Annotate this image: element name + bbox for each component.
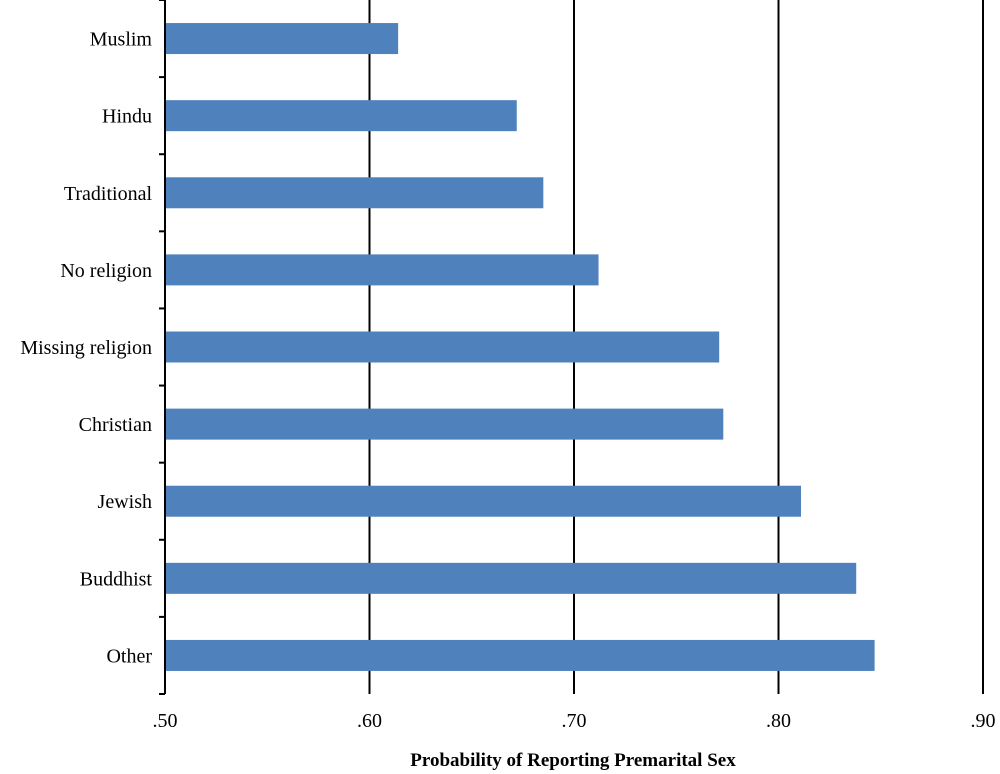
bar-no-religion [165, 254, 599, 286]
category-label-hindu: Hindu [102, 106, 152, 128]
bar-other [165, 639, 875, 671]
bar-buddhist [165, 562, 857, 594]
bar-hindu [165, 100, 517, 132]
category-label-buddhist: Buddhist [80, 568, 153, 590]
category-label-jewish: Jewish [98, 491, 152, 513]
category-label-christian: Christian [79, 414, 152, 436]
category-label-traditional: Traditional [64, 183, 153, 205]
bar-christian [165, 408, 724, 440]
tick-labels: .50 .60 .70 .80 .90 [153, 710, 996, 732]
bar-jewish [165, 485, 801, 517]
bar-muslim [165, 23, 399, 55]
x-axis-title: Probability of Reporting Premarital Sex [410, 750, 736, 771]
category-label-no-religion: No religion [60, 260, 152, 282]
category-label-missing-religion: Missing religion [20, 337, 152, 359]
x-tick-label-50: .50 [153, 710, 178, 732]
bar-traditional [165, 177, 544, 209]
category-label-other: Other [106, 645, 152, 667]
axes [159, 0, 166, 695]
bars [165, 23, 875, 671]
bar-missing-religion [165, 331, 720, 363]
category-labels: Muslim Hindu Traditional No religion Missing… [20, 29, 152, 668]
x-tick-label-80: .80 [766, 710, 791, 732]
x-tick-label-70: .70 [562, 710, 587, 732]
x-tick-label-60: .60 [357, 710, 382, 732]
x-tick-label-90: .90 [971, 710, 996, 732]
category-label-muslim: Muslim [90, 29, 153, 51]
